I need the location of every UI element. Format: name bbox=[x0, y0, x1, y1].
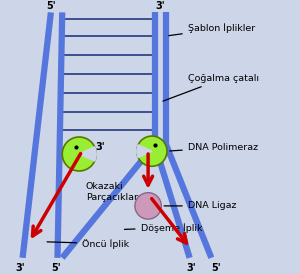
Circle shape bbox=[62, 137, 96, 171]
Text: Çoğalma çatalı: Çoğalma çatalı bbox=[163, 74, 259, 101]
Text: 3': 3' bbox=[15, 264, 25, 273]
Text: 5': 5' bbox=[51, 264, 60, 273]
Text: Döşeme İplik: Döşeme İplik bbox=[124, 223, 202, 233]
Wedge shape bbox=[137, 145, 152, 158]
Circle shape bbox=[135, 193, 161, 219]
Text: 3': 3' bbox=[95, 142, 105, 152]
Text: 5': 5' bbox=[211, 264, 221, 273]
Text: 3': 3' bbox=[156, 1, 165, 10]
Circle shape bbox=[137, 136, 167, 166]
Text: Şablon İplikler: Şablon İplikler bbox=[169, 24, 255, 36]
Text: DNA Ligaz: DNA Ligaz bbox=[164, 201, 236, 210]
Text: 5': 5' bbox=[46, 1, 56, 10]
Text: DNA Polimeraz: DNA Polimeraz bbox=[170, 143, 258, 152]
Text: 5': 5' bbox=[139, 142, 148, 152]
Text: Öncü İplik: Öncü İplik bbox=[47, 239, 129, 249]
Text: Okazaki
Parçacıkları: Okazaki Parçacıkları bbox=[86, 182, 140, 202]
Wedge shape bbox=[79, 147, 96, 161]
Text: 3': 3' bbox=[187, 264, 196, 273]
